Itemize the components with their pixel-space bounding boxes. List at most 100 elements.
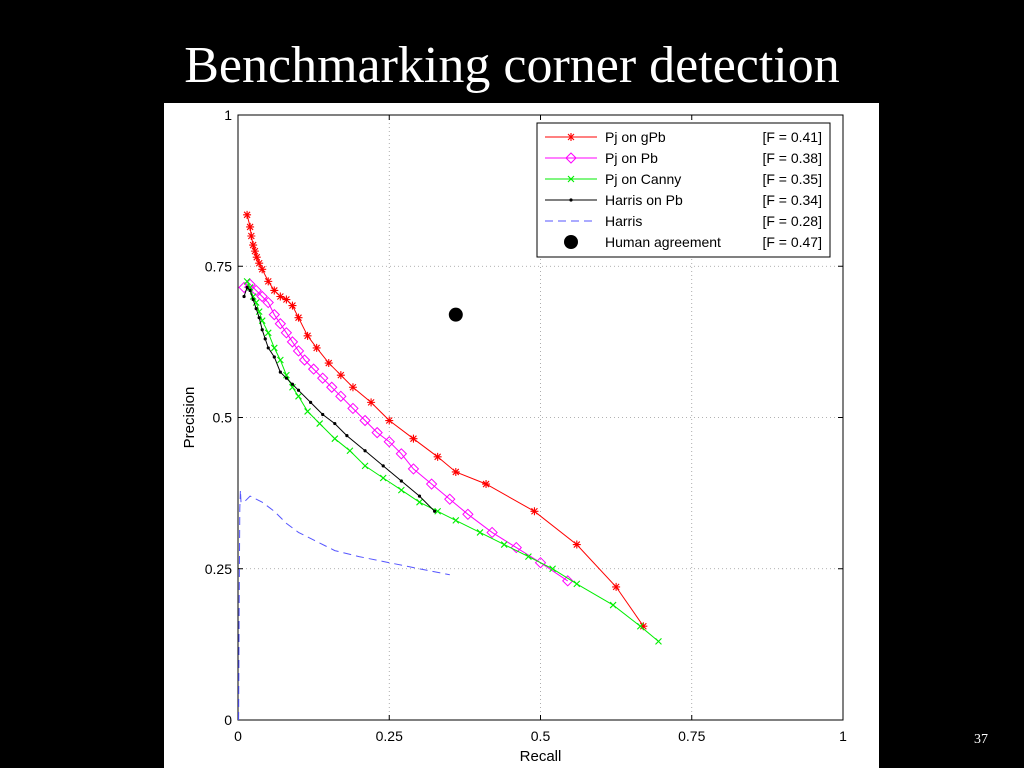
y-tick-label: 1 (224, 107, 232, 123)
data-point (379, 474, 387, 482)
y-axis-label: Precision (181, 387, 198, 449)
data-point (451, 467, 460, 476)
x-tick-label: 0 (234, 728, 242, 744)
data-point (573, 580, 581, 588)
series-pj-on-canny (243, 277, 662, 645)
data-point (381, 464, 385, 468)
data-point (309, 400, 313, 404)
data-point (383, 435, 395, 448)
y-tick-label: 0.5 (213, 410, 233, 426)
data-point (247, 232, 256, 240)
data-point (263, 337, 267, 341)
data-point (264, 329, 272, 337)
series-line-pj-on-gpb (246, 214, 644, 627)
data-point (399, 479, 403, 483)
data-point (482, 480, 491, 489)
data-point (371, 426, 383, 439)
legend-entry: Pj on Pb [F = 0.38] (545, 150, 822, 166)
data-point (256, 290, 268, 303)
series-harris (238, 490, 450, 721)
x-tick-label: 0.5 (531, 728, 551, 744)
data-point (636, 622, 644, 630)
data-point (280, 327, 293, 339)
data-point (655, 637, 662, 645)
legend-f-score: [F = 0.28] (762, 213, 822, 229)
data-point (525, 553, 532, 561)
data-point (274, 318, 287, 330)
data-point (260, 328, 264, 332)
data-point (324, 359, 333, 368)
precision-recall-chart: 0 0.25 0.5 0.75 1 0 0.25 0.5 0.75 1 Recall Precis… (181, 107, 847, 765)
data-point (290, 382, 295, 386)
data-point (266, 346, 270, 350)
data-point (250, 247, 259, 256)
legend-f-score: [F = 0.35] (762, 171, 822, 187)
legend-label: Pj on Pb (605, 150, 658, 166)
data-point (254, 307, 258, 311)
legend-label: Human agreement (605, 234, 721, 250)
data-point (444, 493, 456, 505)
data-point (262, 296, 274, 309)
data-point (321, 412, 325, 417)
legend-entry: Pj on gPb [F = 0.41] (545, 129, 822, 145)
data-point (248, 288, 252, 293)
data-point (270, 344, 278, 352)
data-point (255, 259, 264, 268)
data-point (335, 390, 347, 403)
data-point (304, 408, 311, 415)
legend-marker (564, 235, 578, 249)
data-point (295, 392, 302, 400)
data-point (510, 541, 523, 554)
data-point (251, 297, 255, 302)
data-point (326, 381, 338, 393)
series-pj-on-pb (238, 278, 574, 587)
data-point (347, 402, 359, 415)
data-point (284, 376, 288, 380)
series-line-pj-on-canny (246, 281, 659, 642)
data-point (294, 313, 303, 322)
x-tick-label: 1 (839, 728, 847, 744)
data-point (245, 285, 249, 290)
x-axis-label: Recall (520, 748, 562, 765)
data-point (416, 498, 423, 506)
data-point (359, 414, 371, 427)
data-point (312, 343, 321, 352)
data-point (500, 541, 508, 548)
series-layer (238, 210, 662, 721)
legend-label: Pj on Canny (605, 171, 681, 187)
data-point (433, 509, 437, 513)
data-point (476, 529, 484, 536)
slide-number: 37 (974, 732, 988, 747)
data-point (609, 601, 617, 609)
series-pj-on-gpb (243, 210, 648, 631)
slide-title: Benchmarking corner detection (184, 37, 840, 94)
legend-box (536, 122, 831, 258)
legend: Pj on gPb [F = 0.41]Pj on Pb [F = 0.38]Pj … (536, 122, 831, 258)
data-point (346, 447, 354, 455)
series-line-pj-on-pb (243, 283, 568, 582)
legend-f-score: [F = 0.34] (762, 192, 822, 208)
data-point (385, 416, 394, 425)
data-point (333, 421, 337, 426)
data-point (572, 540, 581, 549)
data-point (530, 507, 539, 516)
y-tick-label: 0.25 (205, 561, 232, 577)
data-point (288, 301, 297, 310)
legend-entry: Human agreement [F = 0.47] (564, 234, 822, 250)
legend-entry: Harris [F = 0.28] (545, 213, 822, 229)
series-line-harris (238, 490, 450, 721)
data-point (272, 355, 276, 359)
series-harris-on-pb (242, 285, 437, 513)
data-point (252, 253, 261, 262)
data-point (246, 222, 255, 231)
data-point (452, 516, 460, 524)
data-point (425, 478, 438, 490)
data-point (243, 210, 252, 219)
data-point (316, 420, 324, 427)
data-point (433, 452, 442, 461)
legend-label: Harris on Pb (605, 192, 683, 208)
data-point (289, 383, 296, 391)
data-point (395, 448, 408, 460)
data-point (562, 575, 574, 587)
data-point (268, 308, 281, 321)
